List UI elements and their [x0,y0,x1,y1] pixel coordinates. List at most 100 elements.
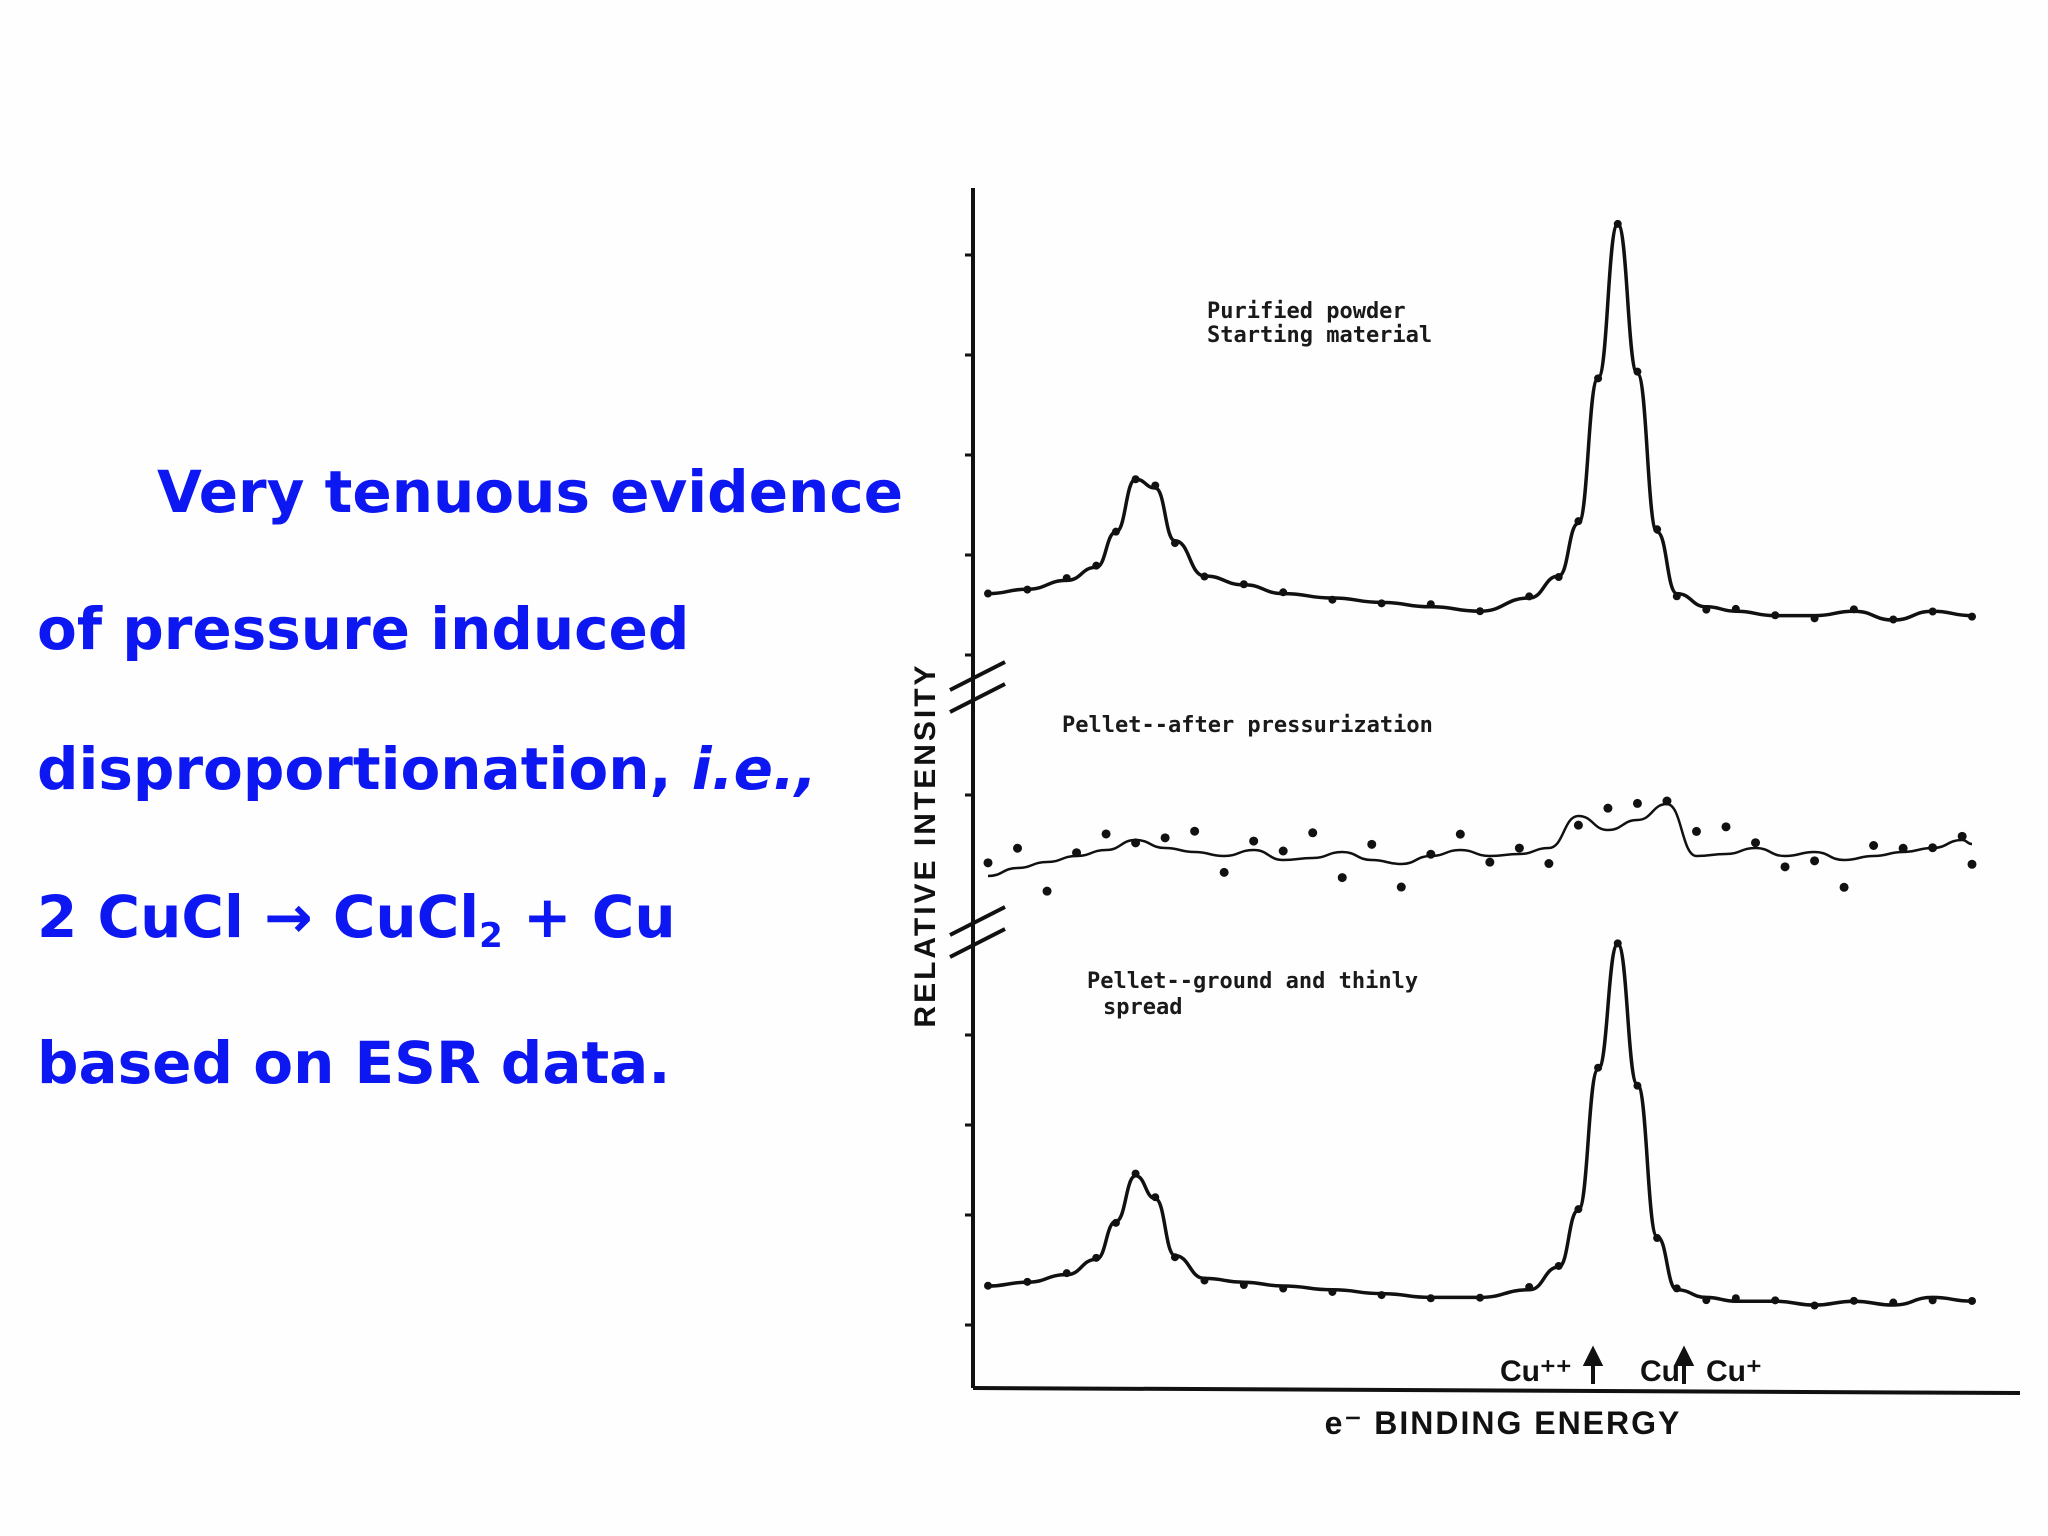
peak-marker-cu-arrow [1673,1345,1695,1384]
series-2-point [1190,826,1200,836]
series-layer [983,219,1977,1310]
series-2-point [1691,826,1701,836]
series-1-point [1653,525,1662,534]
series-3-point [1889,1298,1898,1307]
text-line-3: disproportionation, i.e., [37,740,817,798]
series-3-point [1525,1282,1534,1291]
series-1-point [1554,573,1563,582]
series-2-point [1455,829,1465,839]
series-1-point [1574,517,1583,526]
series-3-point [1328,1287,1337,1296]
series-3-point [1731,1294,1740,1303]
series-1-point [1023,585,1032,594]
series-label-ground: Pellet--ground and thinly spread [1087,969,1418,1020]
series-label-pressurized-line-1: Pellet--after pressurization [1062,713,1433,738]
series-1-point [1092,561,1101,570]
text-line-2: of pressure induced [37,595,690,663]
series-3-point [1092,1253,1101,1262]
series-2-point [1337,873,1347,883]
series-2-point [1072,848,1082,858]
text-line-3-italic: i.e., [691,735,818,803]
series-3-point [1151,1193,1160,1202]
series-2-point [1967,859,1977,869]
series-2-point [1396,882,1406,892]
reaction-product-cucl: CuCl [312,883,480,951]
peak-markers: Cu⁺⁺ Cu Cu⁺ [1500,1345,1762,1388]
reaction-product-cu: + Cu [502,883,676,951]
reaction-arrow: → [264,883,313,951]
series-3-point [1574,1205,1583,1214]
series-1-point [1672,592,1681,601]
series-1 [984,219,1976,624]
x-axis-label: e⁻ BINDING ENERGY [1325,1405,1682,1441]
text-line-5: based on ESR data. [37,1029,671,1097]
series-1-point [1810,614,1819,623]
series-3-point [1426,1294,1435,1303]
series-1-point [1613,219,1622,228]
series-1-point [1594,374,1603,383]
axis-break-lower [949,905,1006,959]
series-2-point [1751,838,1761,848]
series-3-point [1849,1296,1858,1305]
series-label-purified-line-1: Purified powder [1207,299,1406,324]
series-3-point [1771,1296,1780,1305]
series-3-point [1594,1063,1603,1072]
series-2-point [1013,843,1023,853]
series-1-point [1200,572,1209,581]
series-label-ground-line-2: spread [1103,995,1182,1020]
series-1-point [1476,607,1484,616]
series-3-point [1554,1261,1563,1270]
series-3-point [1111,1218,1120,1227]
series-3-point [1377,1291,1386,1300]
series-2-point [1632,798,1642,808]
series-3-point [1200,1276,1209,1285]
series-2-point [1869,840,1879,850]
series-3-point [1131,1169,1140,1178]
series-1-point [1170,539,1179,548]
series-1-point [984,589,992,598]
series-3-point [1023,1277,1032,1286]
series-2-point [1042,886,1052,896]
series-1-point [1426,600,1435,609]
series-2-point [1721,822,1731,832]
series-1-point [1111,527,1120,536]
series-2-point [1278,846,1288,856]
series-3-point [1653,1234,1662,1243]
y-axis-label: RELATIVE INTENSITY [909,662,942,1027]
series-2-point [1573,820,1583,830]
series-3-point [1810,1301,1819,1310]
series-2-point [1544,859,1554,869]
peak-marker-cu2-label: Cu⁺⁺ [1500,1355,1572,1388]
series-2-line [987,802,1973,878]
series-2-point [1810,856,1820,866]
series-3-point [1170,1253,1179,1262]
series-1-point [1239,580,1248,589]
y-axis-ticks [965,253,973,1327]
series-label-purified-line-2: Starting material [1207,323,1432,348]
series-1-point [1328,595,1337,604]
series-1-point [1279,588,1288,597]
series-2-point [1485,857,1495,867]
series-1-line [987,222,1973,622]
series-2-point [1219,867,1229,877]
series-1-point [1731,604,1740,613]
series-label-pressurized: Pellet--after pressurization [1062,713,1433,738]
reaction-equation: 2 CuCl → CuCl2 + Cu [37,888,676,953]
series-2-point [1101,829,1111,839]
series-1-point [1131,475,1140,484]
series-2-point [1514,843,1524,853]
series-3-point [1239,1281,1248,1290]
series-label-purified: Purified powder Starting material [1207,299,1432,348]
reaction-subscript: 2 [479,916,503,956]
peak-marker-cu-plus-label: Cu⁺ [1706,1355,1762,1388]
series-2-point [983,858,993,868]
series-2-point [1160,833,1170,843]
series-2-point [1131,838,1141,848]
series-1-point [1702,605,1711,614]
series-1-point [1968,612,1976,621]
series-2-point [1780,862,1790,872]
series-1-point [1849,605,1858,614]
series-2-point [1662,796,1672,806]
